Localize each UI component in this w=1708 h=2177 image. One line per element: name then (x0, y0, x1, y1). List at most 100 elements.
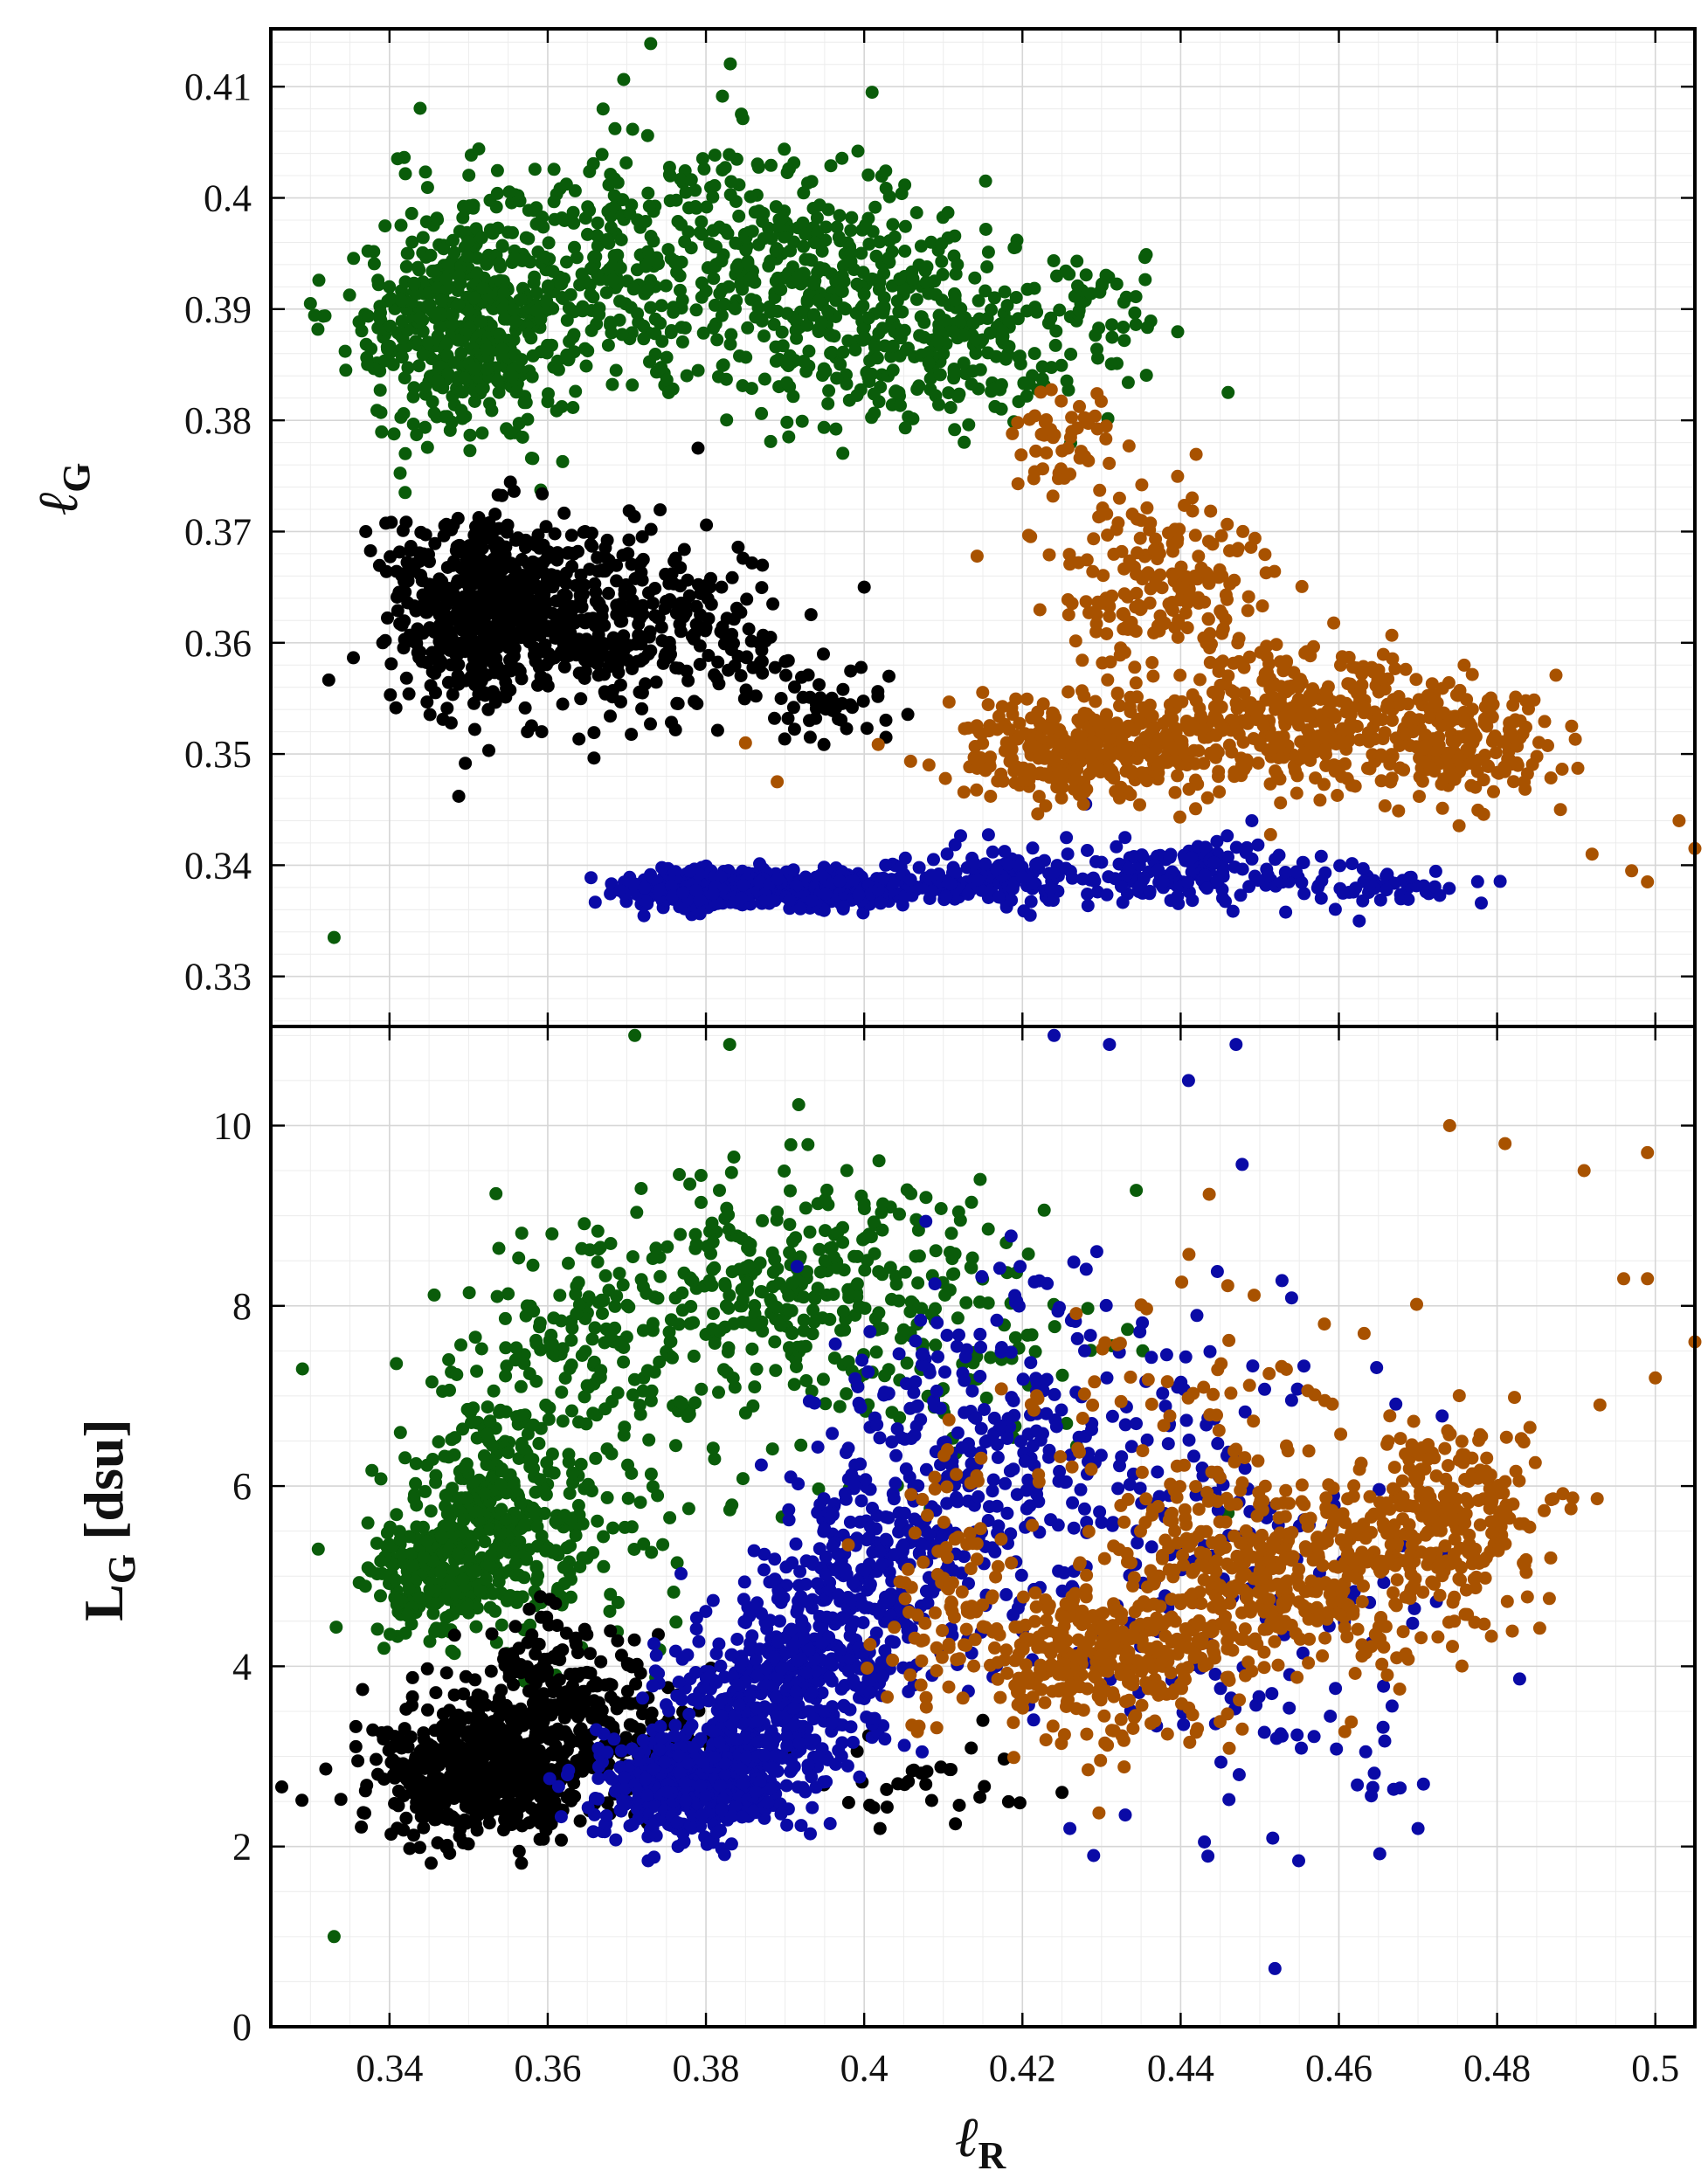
data-point-blue (912, 860, 926, 874)
data-point-green (1002, 314, 1016, 328)
data-point-orange (1220, 517, 1234, 531)
data-point-green (774, 283, 788, 297)
data-point-orange (1236, 524, 1250, 538)
data-point-orange (1133, 798, 1146, 812)
data-point-orange (1289, 764, 1303, 778)
data-point-blue (927, 853, 940, 867)
data-point-green (631, 307, 645, 321)
data-point-green (751, 301, 765, 314)
data-point-green (735, 107, 749, 121)
data-point-orange (1555, 763, 1569, 776)
data-point-green (1093, 285, 1107, 299)
data-point-green (383, 280, 397, 294)
y-tick-label: 0.35 (184, 733, 252, 776)
data-point-green (418, 165, 432, 179)
data-point-green (769, 200, 783, 214)
data-point-orange (1487, 784, 1500, 798)
data-point-green (713, 220, 726, 234)
data-point-green (542, 236, 556, 250)
data-point-orange (1231, 542, 1245, 556)
data-point-orange (970, 549, 984, 563)
data-point-black (407, 557, 421, 571)
data-point-blue (1336, 886, 1350, 900)
data-point-orange (1255, 599, 1269, 613)
data-point-orange (1409, 673, 1423, 687)
data-point-blue (793, 902, 807, 916)
data-point-black (363, 544, 377, 557)
data-point-green (1138, 273, 1152, 287)
data-point-green (1104, 357, 1118, 371)
data-point-orange (1522, 701, 1535, 715)
data-point-green (861, 311, 875, 325)
data-point-orange (1020, 692, 1034, 706)
data-point-green (799, 364, 813, 378)
data-point-green (859, 218, 873, 232)
data-point-black (472, 511, 486, 524)
data-point-black (856, 695, 870, 708)
data-point-green (407, 276, 421, 290)
data-point-orange (1006, 426, 1020, 440)
data-point-orange (1151, 758, 1165, 772)
data-point-orange (1089, 625, 1103, 639)
data-point-green (723, 148, 736, 162)
data-point-orange (1193, 673, 1207, 687)
data-point-orange (1230, 701, 1244, 715)
data-point-blue (683, 864, 697, 878)
data-point-orange (1443, 762, 1457, 776)
data-point-orange (1435, 801, 1449, 815)
data-point-green (463, 444, 477, 458)
data-point-black (544, 568, 558, 582)
data-point-blue (924, 868, 938, 882)
data-point-green (723, 188, 737, 202)
data-point-black (598, 541, 612, 555)
data-point-orange (1273, 695, 1287, 708)
data-point-orange (1141, 705, 1155, 719)
data-point-orange (1476, 773, 1490, 787)
data-point-green (667, 305, 681, 319)
data-point-orange (1317, 719, 1331, 733)
data-point-orange (1553, 803, 1567, 817)
data-point-green (551, 363, 565, 377)
data-point-orange (1212, 770, 1225, 784)
data-point-orange (1178, 499, 1192, 512)
data-point-green (412, 359, 426, 373)
data-point-blue (588, 895, 602, 909)
data-point-green (1105, 318, 1119, 332)
y-tick-label: 0.38 (184, 399, 252, 442)
data-point-green (642, 199, 656, 213)
data-point-green (1035, 360, 1049, 374)
data-point-black (395, 569, 409, 583)
data-point-black (698, 624, 712, 638)
data-point-blue (1122, 861, 1136, 875)
data-point-black (667, 554, 681, 568)
data-point-green (914, 239, 928, 253)
data-point-black (740, 592, 754, 606)
data-point-black (440, 701, 454, 715)
data-point-green (540, 294, 554, 308)
data-point-blue (1475, 896, 1488, 910)
y-tick-label: 0.34 (184, 844, 252, 887)
data-point-orange (1042, 548, 1056, 562)
data-point-orange (1291, 681, 1305, 695)
data-point-green (374, 1554, 388, 1568)
data-point-green (394, 218, 408, 232)
data-point-orange (1146, 669, 1160, 683)
data-point-green (1119, 290, 1133, 304)
data-point-green (1062, 267, 1076, 281)
data-point-black (644, 717, 657, 731)
data-point-green (778, 142, 792, 156)
data-point-green (715, 254, 729, 268)
data-point-orange (1141, 566, 1155, 580)
data-point-orange (1435, 681, 1449, 695)
data-point-black (347, 651, 360, 665)
data-point-orange (1209, 729, 1223, 743)
data-point-green (420, 440, 434, 454)
data-point-green (418, 420, 432, 434)
data-point-black (487, 649, 501, 663)
data-point-green (329, 1621, 343, 1634)
data-point-green (857, 287, 871, 301)
data-point-black (467, 722, 481, 736)
data-point-green (679, 185, 693, 199)
data-point-blue (1428, 880, 1442, 894)
data-point-green (851, 144, 865, 158)
